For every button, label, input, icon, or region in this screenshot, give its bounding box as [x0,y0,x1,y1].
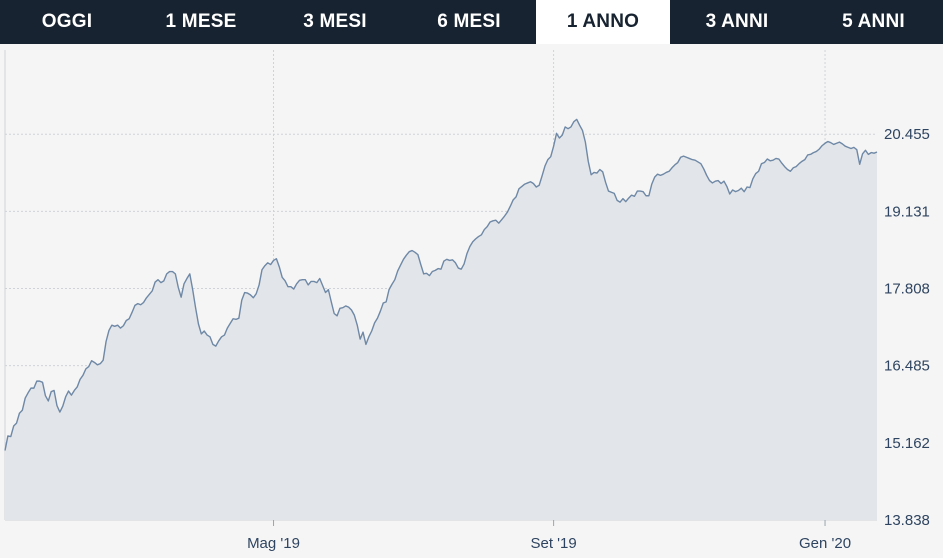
y-axis-labels: 13.838 15.162 16.485 17.808 19.131 20.455 [884,126,930,529]
x-tick-label: Set '19 [530,535,576,552]
tab-1-anno[interactable]: 1 ANNO [536,0,670,44]
y-tick-label: 20.455 [884,126,930,143]
price-chart: 13.838 15.162 16.485 17.808 19.131 20.455 Mag… [4,50,930,552]
tab-1-mese[interactable]: 1 MESE [165,11,237,32]
y-tick-label: 19.131 [884,203,930,220]
y-tick-label: 17.808 [884,281,930,298]
tab-oggi[interactable]: OGGI [41,11,93,32]
tab-6-mesi[interactable]: 6 MESI [437,11,501,32]
price-area [5,119,877,521]
period-tab-bar: OGGI 1 MESE 3 MESI 6 MESI 1 ANNO 3 ANNI 5 ANNI [0,0,943,44]
x-tick-label: Mag '19 [247,535,300,552]
y-tick-label: 16.485 [884,358,930,375]
x-axis-labels: Mag '19 Set '19 Gen '20 [247,520,851,552]
tab-5-anni[interactable]: 5 ANNI [842,11,905,32]
y-tick-label: 15.162 [884,435,930,452]
tab-3-mesi[interactable]: 3 MESI [303,11,367,32]
x-tick-label: Gen '20 [799,535,851,552]
price-line [4,118,878,451]
y-tick-label: 13.838 [884,512,930,529]
tab-3-anni[interactable]: 3 ANNI [705,11,769,32]
